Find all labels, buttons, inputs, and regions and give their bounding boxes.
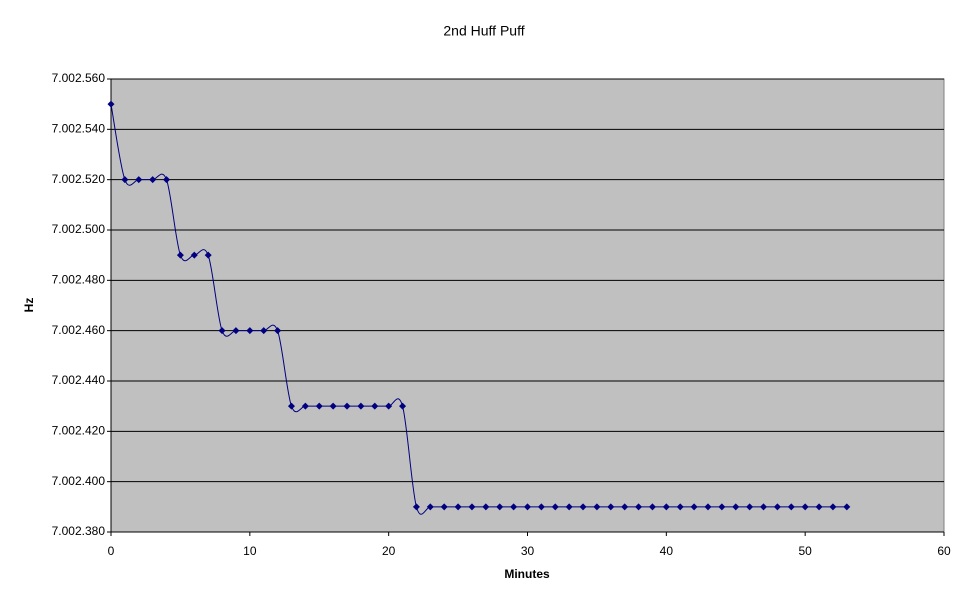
y-tick-label: 7.002.500 xyxy=(52,222,106,236)
marker xyxy=(357,402,365,410)
marker xyxy=(440,503,448,511)
x-tick-label: 40 xyxy=(660,544,674,558)
marker xyxy=(107,100,115,108)
x-tick-label: 60 xyxy=(937,544,951,558)
y-tick-label: 7.002.440 xyxy=(52,373,106,387)
marker xyxy=(260,327,268,335)
marker xyxy=(829,503,837,511)
marker xyxy=(329,402,337,410)
y-tick-label: 7.002.480 xyxy=(52,273,106,287)
marker xyxy=(232,327,240,335)
plot-area xyxy=(110,78,945,533)
marker xyxy=(274,327,282,335)
marker xyxy=(551,503,559,511)
y-tick-label: 7.002.380 xyxy=(52,524,106,538)
marker xyxy=(315,402,323,410)
y-tick-label: 7.002.420 xyxy=(52,424,106,438)
marker xyxy=(496,503,504,511)
y-tick-label: 7.002.400 xyxy=(52,474,106,488)
marker xyxy=(468,503,476,511)
marker xyxy=(163,176,171,184)
marker xyxy=(843,503,851,511)
marker xyxy=(718,503,726,511)
marker xyxy=(676,503,684,511)
marker xyxy=(662,503,670,511)
x-tick-label: 20 xyxy=(382,544,396,558)
marker xyxy=(121,176,129,184)
marker xyxy=(301,402,309,410)
marker xyxy=(635,503,643,511)
marker xyxy=(607,503,615,511)
marker xyxy=(343,402,351,410)
marker xyxy=(190,251,198,259)
x-axis-label: Minutes xyxy=(504,567,550,581)
marker xyxy=(648,503,656,511)
marker xyxy=(746,503,754,511)
marker xyxy=(218,327,226,335)
marker xyxy=(621,503,629,511)
x-tick-label: 30 xyxy=(521,544,535,558)
y-tick-label: 7.002.560 xyxy=(52,71,106,85)
marker xyxy=(482,503,490,511)
marker xyxy=(773,503,781,511)
marker xyxy=(454,503,462,511)
marker xyxy=(787,503,795,511)
marker xyxy=(246,327,254,335)
y-tick-label: 7.002.460 xyxy=(52,323,106,337)
marker xyxy=(579,503,587,511)
marker xyxy=(371,402,379,410)
marker xyxy=(412,503,420,511)
marker xyxy=(510,503,518,511)
marker xyxy=(204,251,212,259)
x-tick-label: 50 xyxy=(798,544,812,558)
chart-title: 2nd Huff Puff xyxy=(443,23,524,39)
x-tick-label: 0 xyxy=(108,544,115,558)
marker xyxy=(815,503,823,511)
marker xyxy=(690,503,698,511)
marker xyxy=(704,503,712,511)
y-axis-label: Hz xyxy=(22,298,36,313)
y-tick-label: 7.002.540 xyxy=(52,122,106,136)
marker xyxy=(760,503,768,511)
marker xyxy=(287,402,295,410)
marker xyxy=(593,503,601,511)
marker xyxy=(732,503,740,511)
x-tick-label: 10 xyxy=(243,544,257,558)
marker xyxy=(426,503,434,511)
marker xyxy=(399,402,407,410)
marker xyxy=(565,503,573,511)
marker xyxy=(176,251,184,259)
marker xyxy=(801,503,809,511)
marker xyxy=(149,176,157,184)
marker xyxy=(524,503,531,511)
marker xyxy=(537,503,545,511)
marker xyxy=(385,402,393,410)
y-tick-label: 7.002.520 xyxy=(52,172,106,186)
marker xyxy=(135,176,143,184)
